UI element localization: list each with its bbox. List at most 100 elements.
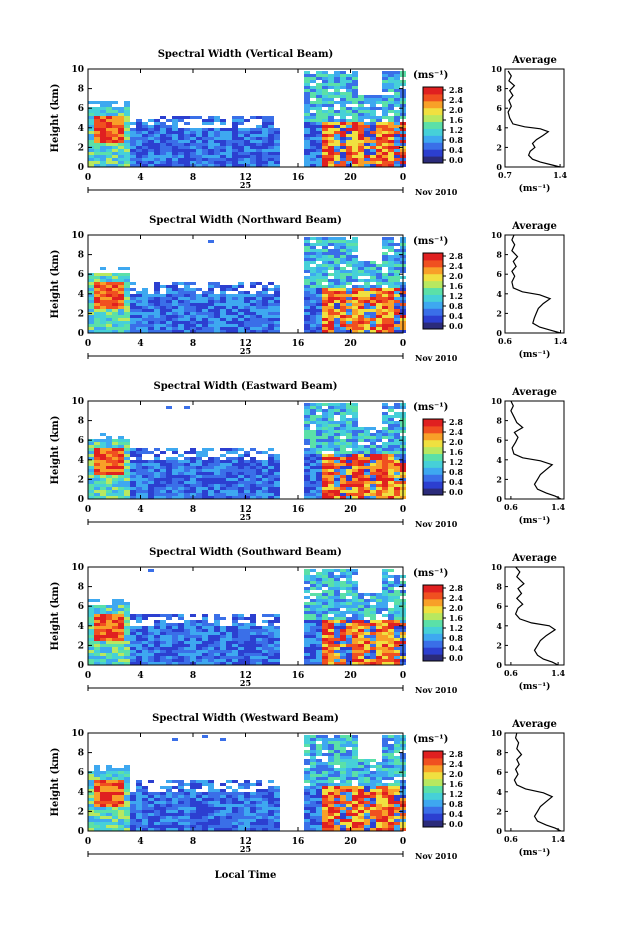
y-tick-label: 8 [78,749,84,759]
average-profile-line [514,566,559,666]
colorbar-tick-label: 1.2 [449,291,463,301]
colorbar-swatch [423,751,443,759]
panel-title: Spectral Width (Northward Beam) [149,215,342,226]
average-y-tick-label: 0 [496,494,502,504]
colorbar-frame [422,584,444,662]
y-tick-label: 2 [78,309,84,319]
colorbar-unit: (ms⁻¹) [413,734,448,745]
colorbar-swatch [423,612,443,621]
colorbar-swatch [423,481,443,489]
x-tick-label: 0 [400,505,406,515]
colorbar-swatch [423,654,443,662]
month-label: Nov 2010 [415,353,458,363]
colorbar-swatch [423,453,443,461]
average-y-tick-label: 0 [496,660,502,670]
colorbar-swatch [423,149,443,157]
average-x-label: (ms⁻¹) [519,349,551,360]
colorbar-swatch [423,121,443,129]
x-tick-label: 8 [190,173,196,183]
colorbar-swatch [423,467,443,475]
colorbar-swatch [423,757,443,766]
average-y-tick-label: 4 [496,455,502,465]
x-tick-label: 0 [85,505,91,515]
colorbar-tick-label: 0.0 [449,155,463,165]
average-y-tick-label: 10 [491,728,503,738]
y-tick-label: 0 [78,661,84,671]
colorbar-swatch [423,322,443,330]
average-x-tick-label: 0.6 [504,668,518,678]
average-y-tick-label: 2 [496,806,502,816]
y-axis-label: Height (km) [50,416,61,485]
average-panel-1 [504,68,565,168]
colorbar-swatch [423,598,443,607]
date-label: 25 [240,180,251,190]
colorbar-tick-label: 2.8 [449,417,463,427]
y-tick-label: 2 [78,143,84,153]
y-tick-label: 6 [78,104,84,114]
colorbar-tick-label: 1.2 [449,125,463,135]
average-y-tick-label: 4 [496,787,502,797]
colorbar-tick-label: 1.2 [449,623,463,633]
colorbar-tick-label: 1.2 [449,789,463,799]
colorbar-swatch [423,135,443,143]
y-axis-label: Height (km) [50,582,61,651]
x-tick-label: 0 [400,339,406,349]
colorbar-swatch [423,799,443,807]
x-tick-label: 4 [137,173,143,183]
colorbar-tick-label: 1.6 [449,115,463,125]
x-tick-label: 0 [85,339,91,349]
y-tick-label: 8 [78,85,84,95]
average-profile-line [510,400,562,500]
average-y-tick-label: 8 [496,250,502,260]
colorbar-swatch [423,626,443,634]
colorbar-tick-label: 2.4 [449,593,463,603]
average-panel-5 [504,732,565,832]
y-tick-label: 2 [78,807,84,817]
average-y-tick-label: 2 [496,142,502,152]
date-label: 25 [240,844,251,854]
colorbar-tick-label: 2.0 [449,271,463,281]
average-y-tick-label: 10 [491,562,503,572]
average-frame [504,732,565,832]
colorbar-tick-label: 0.0 [449,321,463,331]
average-y-tick-label: 10 [491,396,503,406]
colorbar-swatch [423,266,443,275]
colorbar-swatch [423,764,443,773]
colorbar-swatch [423,771,443,780]
panel-title: Spectral Width (Westward Beam) [152,713,339,724]
colorbar-tick-label: 0.4 [449,643,463,653]
x-tick-label: 16 [292,837,305,847]
average-y-tick-label: 0 [496,328,502,338]
panel-2 [87,234,446,359]
x-tick-label: 0 [400,173,406,183]
average-panel-4 [504,566,565,666]
colorbar-tick-label: 0.4 [449,311,463,321]
month-label: Nov 2010 [415,187,458,197]
colorbar-tick-label: 1.6 [449,447,463,457]
y-tick-label: 8 [78,417,84,427]
date-label: 25 [240,678,251,688]
month-label: Nov 2010 [415,519,458,529]
x-tick-label: 0 [85,173,91,183]
x-tick-label: 8 [190,671,196,681]
average-y-tick-label: 4 [496,123,502,133]
x-tick-label: 0 [85,837,91,847]
colorbar-swatch [423,280,443,289]
average-x-label: (ms⁻¹) [519,183,551,194]
y-tick-label: 0 [78,827,84,837]
colorbar-tick-label: 0.8 [449,301,463,311]
x-tick-label: 20 [344,173,357,183]
colorbar-tick-label: 0.8 [449,135,463,145]
average-frame [504,234,565,334]
colorbar-tick-label: 0.4 [449,809,463,819]
colorbar-tick-label: 0.4 [449,145,463,155]
x-tick-label: 20 [344,837,357,847]
average-profile-line [511,234,561,334]
colorbar-tick-label: 0.8 [449,799,463,809]
average-x-tick-label: 1.4 [551,834,565,844]
y-tick-label: 4 [78,788,84,798]
average-y-tick-label: 8 [496,582,502,592]
y-tick-label: 2 [78,641,84,651]
y-tick-label: 10 [71,729,84,739]
colorbar-swatch [423,792,443,800]
